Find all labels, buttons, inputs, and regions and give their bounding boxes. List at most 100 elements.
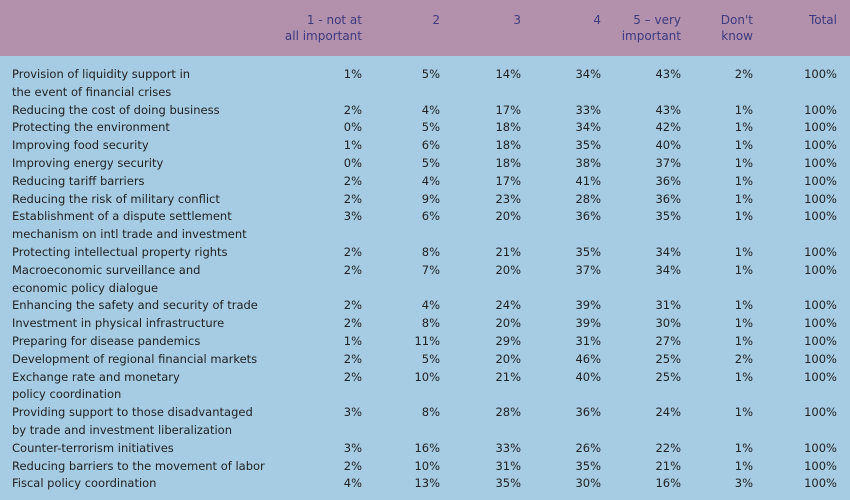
table-row: Protecting the environment 0% 5% 18% 34% 42% 1…	[0, 119, 850, 137]
row-label: Providing support to those disadvantaged…	[12, 405, 253, 437]
table-row: Counter-terrorism initiatives 3% 16% 33% 26%…	[0, 440, 850, 458]
value-cell: 1%	[343, 67, 362, 81]
value-cell: 100%	[804, 405, 837, 420]
value-cell: 4%	[343, 476, 362, 491]
value-cell: 7%	[421, 262, 440, 277]
value-cell: 3%	[343, 440, 362, 455]
value-cell: 1%	[734, 369, 753, 384]
value-cell: 1%	[734, 440, 753, 455]
value-cell: 100%	[804, 191, 837, 206]
value-cell: 35%	[575, 244, 601, 259]
row-label: Improving energy security	[12, 155, 164, 170]
value-cell: 46%	[575, 351, 601, 366]
value-cell: 100%	[804, 298, 837, 313]
table-row: Exchange rate and monetary policy coordi…	[0, 369, 850, 405]
value-cell: 100%	[804, 458, 837, 473]
value-cell: 0%	[343, 155, 362, 170]
row-label: Reducing the risk of military conflict	[12, 191, 220, 206]
value-cell: 2%	[343, 191, 362, 206]
value-cell: 2%	[343, 102, 362, 117]
value-cell: 21%	[495, 244, 521, 259]
value-cell: 33%	[575, 102, 601, 117]
row-label: Provision of liquidity support in the ev…	[12, 67, 191, 99]
value-cell: 36%	[575, 405, 601, 420]
value-cell: 20%	[495, 262, 521, 277]
value-cell: 25%	[655, 351, 681, 366]
value-cell: 34%	[655, 244, 681, 259]
value-cell: 39%	[575, 316, 601, 331]
value-cell: 11%	[414, 333, 440, 348]
value-cell: 1%	[734, 120, 753, 135]
row-label: Reducing the cost of doing business	[12, 102, 220, 117]
table-row: Reducing tariff barriers 2% 4% 17% 41% 36% 1% 1…	[0, 173, 850, 191]
value-cell: 2%	[343, 262, 362, 277]
value-cell: 2%	[343, 244, 362, 259]
value-cell: 2%	[343, 173, 362, 188]
value-cell: 33%	[495, 440, 521, 455]
value-cell: 20%	[495, 209, 521, 224]
value-cell: 9%	[421, 191, 440, 206]
value-cell: 35%	[575, 458, 601, 473]
value-cell: 8%	[421, 244, 440, 259]
value-cell: 100%	[804, 209, 837, 224]
table-row: Preparing for disease pandemics 1% 11% 29% 3…	[0, 333, 850, 351]
value-cell: 36%	[655, 191, 681, 206]
value-cell: 1%	[343, 138, 362, 153]
value-cell: 22%	[655, 440, 681, 455]
row-label: Preparing for disease pandemics	[12, 333, 201, 348]
value-cell: 1%	[734, 458, 753, 473]
value-cell: 100%	[804, 102, 837, 117]
value-cell: 6%	[421, 209, 440, 224]
row-label: Protecting the environment	[12, 120, 170, 135]
value-cell: 21%	[655, 458, 681, 473]
value-cell: 1%	[734, 298, 753, 313]
value-cell: 35%	[575, 138, 601, 153]
value-cell: 28%	[575, 191, 601, 206]
value-cell: 30%	[655, 316, 681, 331]
header-very-important: 5 – very important	[621, 13, 681, 43]
value-cell: 2%	[343, 316, 362, 331]
value-cell: 100%	[804, 138, 837, 153]
value-cell: 2%	[343, 298, 362, 313]
row-label: Reducing tariff barriers	[12, 173, 145, 188]
value-cell: 29%	[495, 333, 521, 348]
row-label: Protecting intellectual property rights	[12, 244, 228, 259]
value-cell: 35%	[655, 209, 681, 224]
value-cell: 1%	[734, 405, 753, 420]
value-cell: 14%	[495, 67, 521, 81]
value-cell: 31%	[495, 458, 521, 473]
value-cell: 3%	[734, 476, 753, 491]
value-cell: 30%	[575, 476, 601, 491]
table-header: 1 - not at all important 2 3 4 5 – very impo…	[0, 0, 850, 56]
value-cell: 43%	[655, 67, 681, 81]
value-cell: 8%	[421, 316, 440, 331]
value-cell: 1%	[734, 173, 753, 188]
header-total: Total	[808, 13, 837, 27]
value-cell: 100%	[804, 244, 837, 259]
table-row: Provision of liquidity support in the ev…	[0, 66, 850, 102]
value-cell: 18%	[495, 138, 521, 153]
value-cell: 16%	[414, 440, 440, 455]
value-cell: 34%	[655, 262, 681, 277]
value-cell: 100%	[804, 351, 837, 366]
value-cell: 1%	[734, 316, 753, 331]
table-row: Improving energy security 0% 5% 18% 38% 37% 1%…	[0, 155, 850, 173]
value-cell: 1%	[734, 209, 753, 224]
survey-table: Provision of liquidity support in the ev…	[0, 66, 850, 493]
value-cell: 1%	[734, 262, 753, 277]
value-cell: 2%	[734, 67, 753, 81]
value-cell: 100%	[804, 155, 837, 170]
value-cell: 21%	[495, 369, 521, 384]
row-label: Investment in physical infrastructure	[12, 316, 225, 331]
value-cell: 2%	[343, 351, 362, 366]
header-2: 2	[432, 13, 440, 27]
header-3: 3	[513, 13, 521, 27]
value-cell: 28%	[495, 405, 521, 420]
header-not-important: 1 - not at all important	[284, 13, 362, 43]
value-cell: 100%	[804, 120, 837, 135]
value-cell: 5%	[421, 155, 440, 170]
value-cell: 1%	[734, 244, 753, 259]
value-cell: 42%	[655, 120, 681, 135]
row-label: Fiscal policy coordination	[12, 476, 157, 491]
value-cell: 100%	[804, 476, 837, 491]
